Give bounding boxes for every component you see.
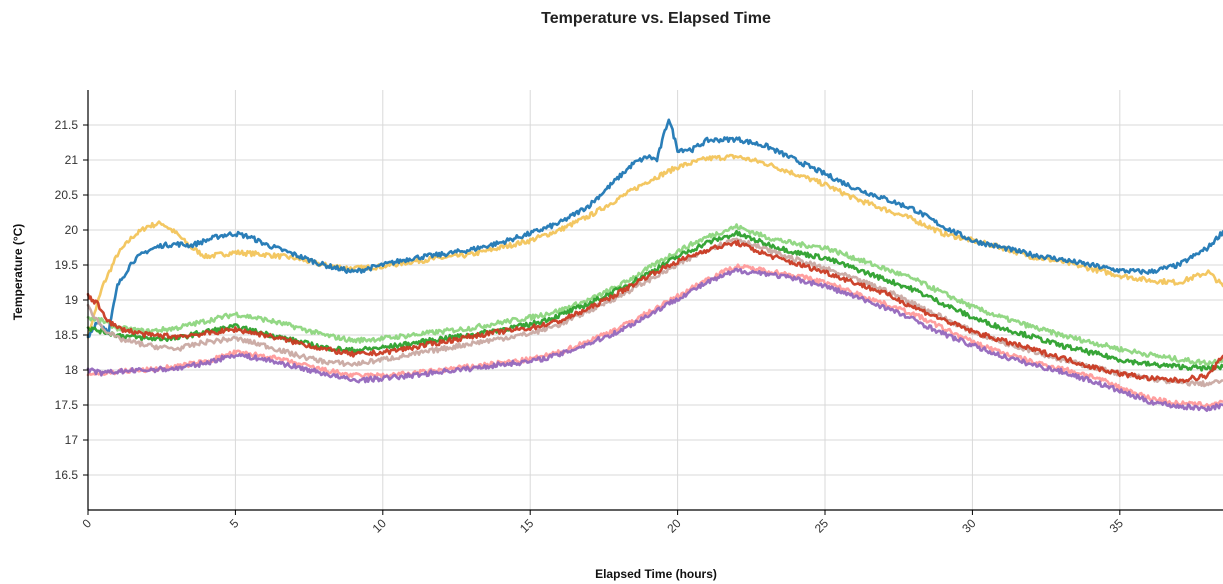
y-tick-label: 17 — [65, 433, 79, 447]
y-tick-label: 20 — [65, 223, 79, 237]
y-axis-label: Temperature (°C) — [11, 224, 25, 321]
y-ticks: 16.5 17 17.5 18 18.5 19 19.5 20 20.5 21 21.5 — [55, 118, 88, 482]
y-tick-label: 21 — [65, 153, 79, 167]
x-tick-label: 35 — [1107, 516, 1127, 536]
x-tick-label: 25 — [812, 516, 832, 536]
x-tick-label: 15 — [517, 516, 537, 536]
y-tick-label: 18 — [65, 363, 79, 377]
series-line-1 — [86, 153, 1223, 339]
y-tick-label: 21.5 — [55, 118, 79, 132]
chart-title: Temperature vs. Elapsed Time — [541, 10, 771, 27]
x-ticks: 0 5 10 15 20 25 30 35 — [79, 510, 1126, 536]
x-tick-label: 10 — [370, 516, 390, 536]
x-tick-label: 0 — [79, 516, 94, 531]
series-line-8 — [86, 267, 1223, 413]
x-tick-label: 30 — [959, 516, 979, 536]
y-tick-label: 20.5 — [55, 188, 79, 202]
series-line-4 — [86, 229, 1223, 372]
series-group — [86, 118, 1223, 413]
series-line-3 — [86, 223, 1223, 367]
y-tick-label: 18.5 — [55, 328, 79, 342]
y-tick-label: 19 — [65, 293, 79, 307]
y-tick-label: 17.5 — [55, 398, 79, 412]
x-tick-label: 5 — [227, 516, 242, 531]
y-tick-label: 16.5 — [55, 468, 79, 482]
series-line-2 — [86, 118, 1223, 339]
grid — [88, 90, 1223, 510]
x-axis-label: Elapsed Time (hours) — [595, 567, 717, 581]
series-line-6 — [86, 239, 1223, 384]
x-tick-label: 20 — [664, 516, 684, 536]
y-tick-label: 19.5 — [55, 258, 79, 272]
